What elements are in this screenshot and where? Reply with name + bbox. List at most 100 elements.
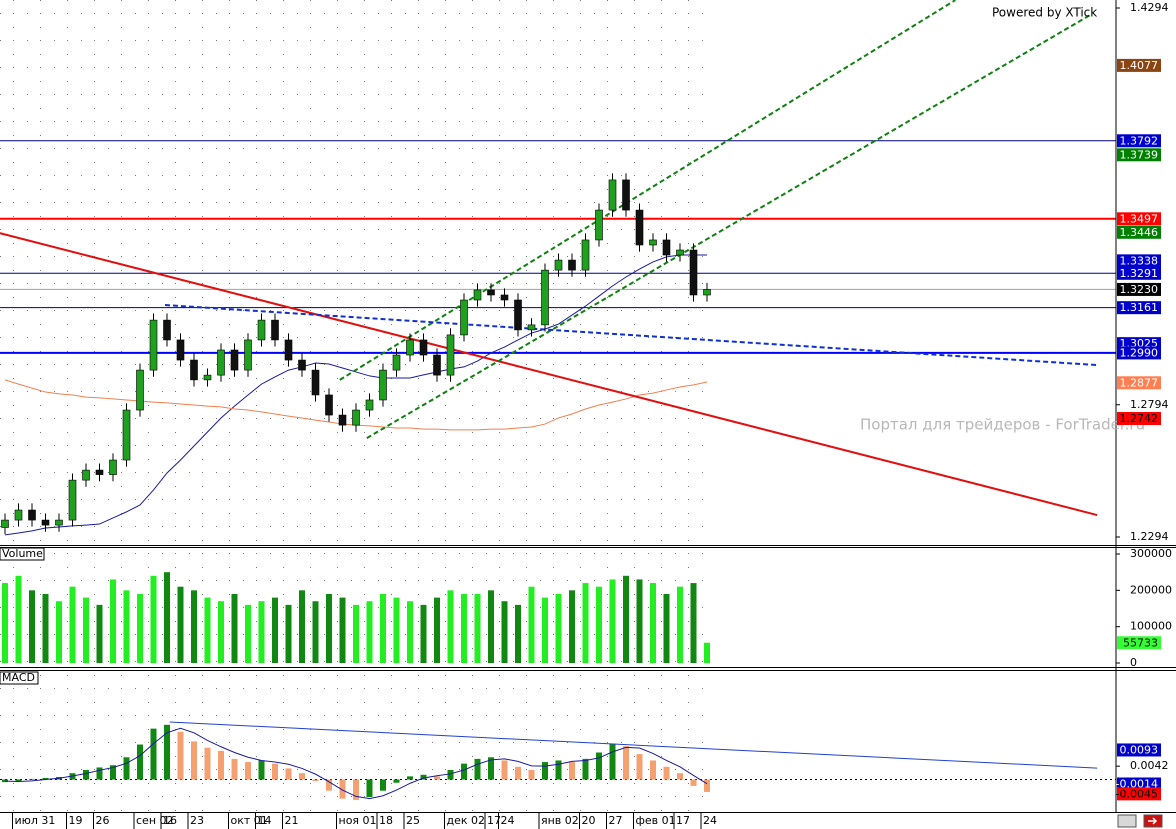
macd-bar bbox=[636, 754, 643, 780]
candle-body bbox=[514, 299, 522, 331]
price-panel bbox=[0, 0, 1116, 536]
trend-line bbox=[164, 304, 1098, 367]
macd-bar bbox=[501, 760, 508, 780]
volume-bar bbox=[677, 586, 683, 663]
price-marker-label: 1.3792 bbox=[1120, 134, 1159, 147]
candle-body bbox=[14, 509, 23, 521]
volume-bar bbox=[474, 593, 481, 663]
x-tick-label: окт 01 bbox=[231, 814, 268, 827]
price-marker bbox=[1117, 212, 1161, 226]
price-marker bbox=[1117, 266, 1161, 280]
watermark: Портал для трейдеров - ForTrader.ru bbox=[860, 416, 1145, 434]
macd-bar bbox=[326, 779, 332, 791]
candle-body bbox=[500, 294, 509, 301]
candle-body bbox=[676, 249, 684, 256]
x-tick-label: 17 bbox=[487, 814, 501, 827]
macd-bar bbox=[623, 746, 629, 780]
macd-bar bbox=[96, 767, 103, 780]
panel-title: MACD bbox=[2, 671, 35, 684]
volume-bar bbox=[272, 597, 278, 663]
volume-bar bbox=[407, 601, 413, 663]
candle-body bbox=[608, 179, 617, 211]
price-marker-label: 1.3497 bbox=[1120, 212, 1159, 225]
x-tick-label: 19 bbox=[69, 814, 83, 827]
x-tick-label: 21 bbox=[285, 814, 299, 827]
volume-bar bbox=[366, 601, 373, 663]
scroll-button[interactable] bbox=[1117, 814, 1137, 828]
macd-bar bbox=[285, 768, 292, 780]
x-tick-label: 24 bbox=[501, 814, 515, 827]
volume-bar bbox=[312, 601, 319, 663]
price-marker-label: 1.3291 bbox=[1120, 267, 1159, 280]
price-marker bbox=[1117, 225, 1161, 239]
candle-body bbox=[203, 374, 212, 381]
price-marker-label: 0.0093 bbox=[1120, 743, 1159, 756]
volume-bar bbox=[663, 593, 670, 663]
candle-body bbox=[392, 354, 401, 371]
macd-bar bbox=[474, 758, 481, 780]
candle-body bbox=[68, 479, 77, 521]
macd-bar bbox=[177, 731, 184, 780]
macd-bar bbox=[123, 757, 130, 780]
macd-bar bbox=[596, 752, 602, 780]
candle-body bbox=[122, 409, 131, 461]
candle-body bbox=[460, 299, 468, 336]
volume-bar bbox=[609, 579, 616, 663]
macd-bar bbox=[488, 757, 494, 780]
candle-body bbox=[271, 319, 279, 341]
macd-panel bbox=[0, 721, 1116, 800]
signal-line bbox=[4, 727, 708, 800]
macd-bar bbox=[42, 777, 49, 780]
volume-bar bbox=[420, 604, 427, 663]
candle-body bbox=[136, 369, 144, 411]
macd-bar bbox=[380, 779, 386, 791]
candle-body bbox=[379, 369, 387, 401]
candle-body bbox=[541, 269, 549, 326]
macd-bar bbox=[83, 770, 89, 780]
volume-bar bbox=[636, 579, 643, 663]
macd-bar bbox=[609, 743, 616, 780]
y-tick-label: 300000 bbox=[1130, 547, 1172, 560]
candle-body bbox=[581, 239, 590, 271]
macd-bar bbox=[677, 773, 683, 780]
x-tick-label: 25 bbox=[406, 814, 420, 827]
volume-bar bbox=[704, 642, 710, 663]
price-marker bbox=[1117, 148, 1161, 162]
volume-bar bbox=[164, 572, 170, 663]
candle-body bbox=[284, 339, 293, 361]
macd-bar bbox=[191, 741, 197, 780]
volume-bar bbox=[528, 586, 535, 663]
candle-body bbox=[95, 469, 104, 475]
y-tick-label: 100000 bbox=[1130, 620, 1172, 633]
x-tick-label: 23 bbox=[190, 814, 204, 827]
volume-panel bbox=[2, 572, 710, 663]
macd-bar bbox=[312, 779, 319, 782]
macd-bar bbox=[272, 763, 278, 780]
price-marker bbox=[1117, 346, 1161, 360]
x-tick-label: 27 bbox=[609, 814, 623, 827]
price-marker-label: 1.2877 bbox=[1120, 376, 1159, 389]
volume-bar bbox=[393, 597, 400, 663]
price-marker bbox=[1117, 743, 1161, 757]
volume-bar bbox=[69, 586, 76, 663]
volume-bar bbox=[488, 590, 494, 663]
macd-bar bbox=[528, 770, 535, 780]
candle-body bbox=[703, 289, 711, 296]
price-marker-label: 1.3338 bbox=[1120, 254, 1159, 267]
macd-bar bbox=[407, 776, 413, 780]
volume-bar bbox=[258, 601, 265, 663]
macd-bar bbox=[434, 776, 440, 780]
x-tick-label: 18 bbox=[379, 814, 393, 827]
y-tick-label: 1.2294 bbox=[1130, 530, 1169, 543]
trend-line bbox=[366, 14, 1091, 439]
price-marker bbox=[1117, 636, 1161, 650]
volume-bar bbox=[501, 601, 508, 663]
candle-body bbox=[1, 519, 9, 528]
volume-bar bbox=[380, 593, 386, 663]
candle-body bbox=[419, 339, 428, 356]
price-marker bbox=[1117, 777, 1161, 791]
candle-body bbox=[554, 259, 563, 271]
macd-bar bbox=[447, 770, 454, 780]
